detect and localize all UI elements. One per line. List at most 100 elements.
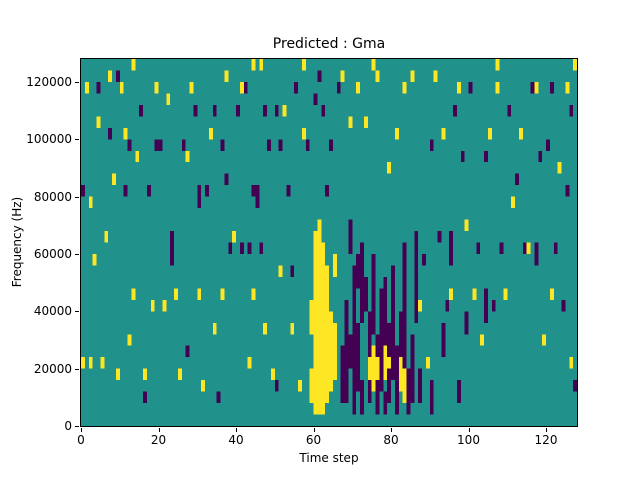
y-tick-label: 20000: [33, 361, 72, 376]
heatmap-cell: [263, 104, 267, 117]
x-tick-mark: [313, 428, 315, 432]
heatmap-cell: [309, 368, 314, 404]
heatmap-cell: [158, 139, 163, 151]
heatmap-cell: [418, 299, 422, 312]
heatmap-cell: [534, 242, 539, 266]
heatmap-cell: [561, 299, 566, 312]
heatmap-cell: [484, 150, 488, 163]
heatmap-cell: [309, 299, 314, 335]
heatmap-cell: [104, 231, 109, 243]
heatmap-cell: [96, 81, 101, 94]
heatmap-cell: [418, 368, 422, 404]
x-axis-label: Time step: [299, 451, 359, 465]
heatmap-cell: [344, 299, 349, 404]
heatmap-cell: [534, 81, 539, 94]
heatmap-cell: [549, 288, 554, 300]
heatmap-cell: [433, 70, 438, 82]
heatmap-cell: [367, 357, 372, 381]
heatmap-cell: [259, 59, 264, 71]
heatmap-cell: [84, 81, 89, 94]
heatmap-cell: [391, 265, 395, 381]
heatmap-cell: [119, 81, 124, 94]
heatmap-cell: [243, 81, 248, 94]
heatmap-cell: [329, 311, 333, 392]
heatmap-cell: [480, 334, 484, 346]
heatmap-cell: [549, 81, 554, 94]
heatmap-cell: [518, 127, 523, 140]
heatmap-cell: [507, 104, 512, 117]
heatmap-cell: [387, 162, 391, 174]
heatmap-cell: [224, 70, 229, 82]
heatmap-cell: [146, 185, 151, 197]
heatmap-cell: [402, 81, 407, 94]
heatmap-cell: [375, 70, 380, 82]
heatmap-cell: [174, 288, 178, 300]
heatmap-cell: [321, 104, 326, 117]
heatmap-cell: [499, 242, 504, 254]
heatmap-cell: [325, 265, 329, 404]
heatmap-cell: [301, 127, 306, 140]
heatmap-cell: [379, 288, 384, 392]
heatmap-cell: [429, 380, 434, 415]
heatmap-cell: [553, 242, 558, 254]
heatmap-cell: [526, 242, 531, 254]
heatmap-cell: [100, 357, 105, 369]
heatmap-cell: [286, 185, 291, 197]
x-tick-label: 100: [457, 433, 480, 447]
heatmap-cell: [197, 185, 202, 209]
heatmap-cell: [394, 345, 399, 415]
y-tick-mark: [75, 368, 79, 370]
x-tick-label: 60: [305, 433, 322, 447]
heatmap-cell: [441, 127, 446, 140]
heatmap-cell: [332, 322, 337, 381]
heatmap-cell: [340, 70, 345, 82]
heatmap-cell: [278, 139, 283, 151]
heatmap-cell: [301, 59, 306, 71]
heatmap-cell: [375, 334, 380, 358]
x-tick-mark: [81, 428, 82, 432]
heatmap-cell: [166, 93, 171, 105]
y-axis-label: Frequency (Hz): [10, 196, 24, 288]
heatmap-cell: [484, 288, 488, 323]
heatmap-cell: [406, 368, 411, 415]
heatmap-cell: [375, 380, 380, 415]
heatmap-cell: [445, 299, 450, 312]
heatmap-cell: [565, 185, 570, 197]
y-tick-label: 40000: [33, 304, 72, 319]
heatmap-cell: [383, 391, 388, 415]
heatmap-cell: [402, 368, 407, 404]
heatmap-cell: [565, 81, 570, 94]
heatmap-cell: [542, 334, 546, 346]
heatmap-cell: [332, 253, 337, 277]
y-tick-label: 100000: [26, 132, 72, 147]
heatmap-cell: [81, 185, 85, 197]
heatmap-cell: [294, 81, 298, 94]
heatmap-cell: [259, 242, 264, 254]
plot-area: 0 20 40 60 80 100 120 0 20000 40000 60000 80000 1000…: [26, 58, 578, 446]
heatmap-cell: [154, 81, 159, 94]
heatmap-cell: [313, 231, 318, 415]
heatmap-cell: [569, 104, 574, 117]
heatmap-cell: [495, 81, 500, 94]
heatmap-cell: [557, 162, 562, 174]
x-tick-mark: [468, 428, 470, 432]
heatmap-cell: [239, 81, 244, 94]
heatmap-cell: [456, 380, 461, 404]
heatmap-cell: [267, 139, 271, 151]
heatmap-cell: [305, 139, 310, 151]
heatmap-cell: [472, 288, 477, 300]
heatmap-cell: [360, 380, 364, 415]
heatmap-cell: [449, 288, 453, 300]
heatmap-cell: [367, 311, 372, 358]
heatmap-cell: [356, 253, 360, 289]
heatmap-cell: [205, 185, 209, 197]
heatmap: [81, 59, 577, 426]
heatmap-cell: [371, 253, 376, 335]
heatmap-cell: [282, 104, 287, 117]
y-tick-mark: [75, 196, 79, 198]
heatmap-cell: [387, 357, 391, 369]
heatmap-cell: [495, 59, 500, 71]
heatmap-cell: [251, 185, 256, 197]
heatmap-cell: [515, 173, 519, 186]
heatmap-cell: [247, 242, 252, 254]
